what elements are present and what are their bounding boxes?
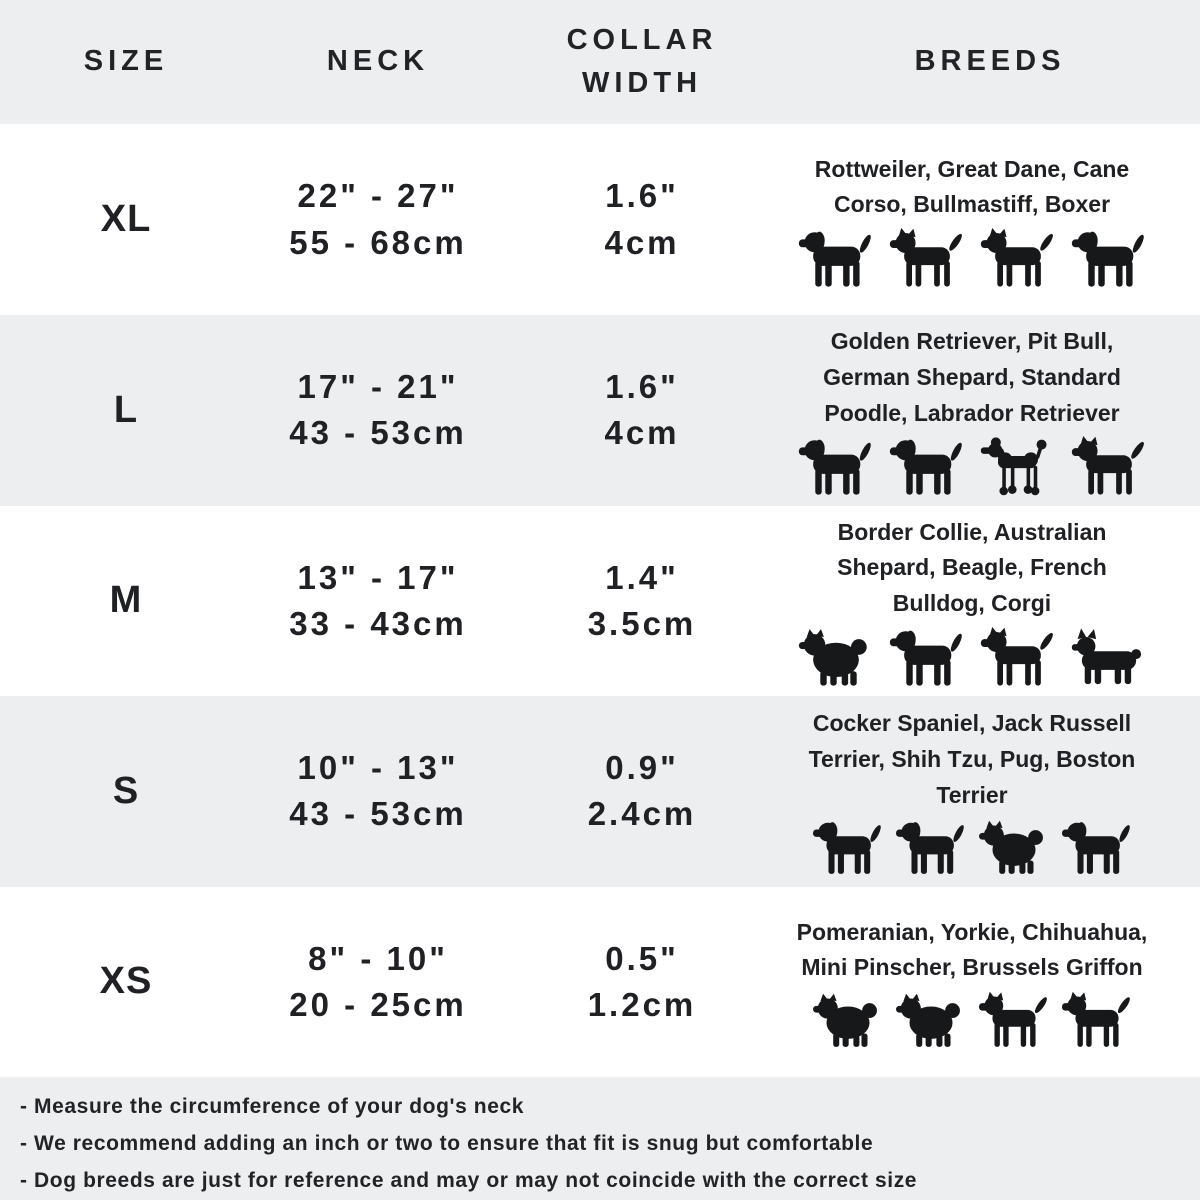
collar-width-measurement: 0.9" 2.4cm [504,745,780,837]
header-breeds: BREEDS [914,45,1066,78]
golden-retriever-icon [798,439,873,495]
header-collar-width-label: COLLAR WIDTH [566,23,718,100]
standard-poodle-icon [980,437,1047,496]
table-row-m: M 13" - 17" 33 - 43cm 1.4" 3.5cm Border … [0,505,1200,697]
neck-cm: 55 - 68cm [289,223,467,261]
chihuahua-icon [978,991,1049,1047]
dog-silhouettes [797,626,1148,687]
neck-cm: 20 - 25cm [289,985,467,1023]
measurement-notes: - Measure the circumference of your dog'… [0,1077,1200,1200]
size-label: XL [100,198,152,241]
header-neck: NECK [326,45,430,78]
dog-silhouettes [797,227,1148,288]
table-row-s: S 10" - 13" 43 - 53cm 0.9" 2.4cm Cocker … [0,696,1200,887]
width-cm: 3.5cm [587,604,697,642]
german-shepherd-icon [1071,436,1146,495]
neck-measurement: 8" - 10" 20 - 25cm [252,936,504,1028]
size-label: M [109,579,143,622]
table-header: SIZE NECK COLLAR WIDTH BREEDS [0,0,1200,125]
cocker-spaniel-icon [812,821,883,875]
size-label: S [112,769,140,812]
rottweiler-icon [798,230,873,287]
breeds-list: Border Collie, Australian Shepard, Beagl… [837,518,1107,617]
width-inches: 0.5" [605,939,679,977]
cane-corso-icon [980,227,1055,287]
collar-width-measurement: 1.6" 4cm [504,173,780,265]
australian-shepherd-icon [798,628,867,686]
dog-silhouettes [812,818,1132,876]
bullmastiff-icon [1071,230,1146,287]
table-row-xs: XS 8" - 10" 20 - 25cm 0.5" 1.2cm Pomeran… [0,886,1200,1078]
breeds-list: Rottweiler, Great Dane, Cane Corso, Bull… [814,155,1130,218]
neck-inches: 8" - 10" [308,939,448,977]
french-bulldog-icon [980,626,1055,686]
breeds-cell: Cocker Spaniel, Jack Russell Terrier, Sh… [780,706,1200,876]
width-inches: 1.4" [605,558,679,596]
yorkie-icon [895,993,960,1047]
width-inches: 0.9" [605,749,679,787]
dog-silhouettes [797,436,1148,496]
collar-width-measurement: 0.5" 1.2cm [504,936,780,1028]
width-cm: 1.2cm [587,985,697,1023]
collar-width-measurement: 1.6" 4cm [504,364,780,456]
header-collar-width: COLLAR WIDTH [504,19,780,106]
header-size: SIZE [83,45,169,78]
size-label: XS [99,960,153,1003]
neck-cm: 33 - 43cm [289,604,467,642]
neck-cm: 43 - 53cm [289,414,467,452]
breeds-list: Golden Retriever, Pit Bull, German Shepa… [823,328,1121,426]
collar-width-measurement: 1.4" 3.5cm [504,555,780,647]
breeds-cell: Pomeranian, Yorkie, Chihuahua, Mini Pins… [780,915,1200,1049]
neck-measurement: 10" - 13" 43 - 53cm [252,745,504,837]
pomeranian-icon [812,993,877,1047]
pug-icon [1061,821,1132,875]
jack-russell-terrier-icon [895,821,966,875]
neck-inches: 10" - 13" [297,749,459,787]
size-label: L [113,388,139,431]
width-inches: 1.6" [605,177,679,215]
note-add-inch: - We recommend adding an inch or two to … [20,1132,874,1156]
neck-measurement: 22" - 27" 55 - 68cm [252,173,504,265]
breeds-list: Pomeranian, Yorkie, Chihuahua, Mini Pins… [796,918,1148,981]
breeds-cell: Border Collie, Australian Shepard, Beagl… [780,515,1200,687]
mini-pinscher-icon [1061,991,1132,1047]
table-row-xl: XL 22" - 27" 55 - 68cm 1.6" 4cm Rottweil… [0,124,1200,315]
corgi-icon [1071,628,1141,684]
breeds-list: Cocker Spaniel, Jack Russell Terrier, Sh… [808,710,1136,808]
breeds-cell: Golden Retriever, Pit Bull, German Shepa… [780,324,1200,496]
neck-inches: 17" - 21" [297,368,459,406]
width-cm: 4cm [604,414,680,452]
shih-tzu-icon [978,821,1043,875]
width-cm: 4cm [604,223,680,261]
breeds-cell: Rottweiler, Great Dane, Cane Corso, Bull… [780,152,1200,288]
table-row-l: L 17" - 21" 43 - 53cm 1.6" 4cm Golden Re… [0,314,1200,506]
width-inches: 1.6" [605,368,679,406]
neck-measurement: 17" - 21" 43 - 53cm [252,364,504,456]
dog-silhouettes [812,991,1132,1049]
neck-inches: 22" - 27" [297,177,459,215]
note-measure-neck: - Measure the circumference of your dog'… [20,1095,525,1119]
labrador-retriever-icon [889,439,964,495]
note-breeds-reference: - Dog breeds are just for reference and … [20,1169,918,1193]
beagle-icon [889,629,964,686]
neck-cm: 43 - 53cm [289,795,467,833]
neck-measurement: 13" - 17" 33 - 43cm [252,555,504,647]
neck-inches: 13" - 17" [297,558,459,596]
width-cm: 2.4cm [587,795,697,833]
great-dane-icon [889,227,964,287]
